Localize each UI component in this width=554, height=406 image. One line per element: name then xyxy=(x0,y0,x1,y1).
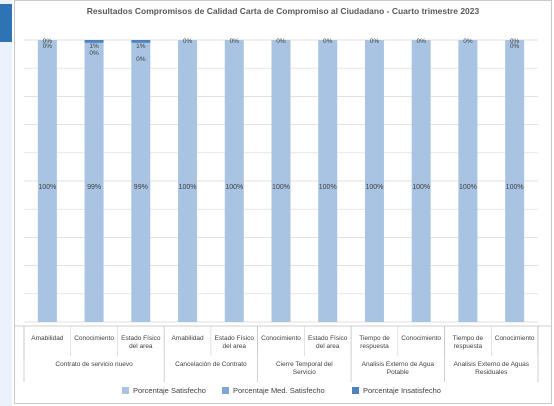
bar-satisfied xyxy=(84,42,104,322)
legend-item-satisfied: Porcentaje Satisfecho xyxy=(122,386,206,395)
legend-swatch-unsatisfied xyxy=(352,387,359,394)
bar-satisfied xyxy=(131,42,151,322)
legend-swatch-satisfied xyxy=(122,387,129,394)
data-label-small: 0% xyxy=(323,38,333,45)
group-label: Cierre Temporal del xyxy=(276,361,333,368)
data-label-small: 0% xyxy=(463,38,473,45)
bar-satisfied xyxy=(318,40,338,322)
left-panel-header xyxy=(0,4,12,42)
data-label-small: 0% xyxy=(136,56,146,63)
category-tick-label: Amabilidad xyxy=(31,335,64,342)
data-label-small: 0% xyxy=(43,38,53,45)
data-label-satisfied: 100% xyxy=(225,184,243,191)
bar-satisfied xyxy=(271,40,291,322)
bar-satisfied xyxy=(411,40,431,322)
legend-label-satisfied: Porcentaje Satisfecho xyxy=(133,386,206,395)
bar-satisfied xyxy=(224,40,244,322)
legend-label-unsatisfied: Porcentaje Insatisfecho xyxy=(363,386,441,395)
data-label-small: 0% xyxy=(510,38,520,45)
data-label-satisfied: 100% xyxy=(179,184,197,191)
data-label-small: 0% xyxy=(510,43,520,50)
category-tick-label: Conocimiento xyxy=(495,335,535,342)
chart-title: Resultados Compromisos de Calidad Carta … xyxy=(86,6,480,16)
category-tick-label: Conocimiento xyxy=(74,335,114,342)
legend-swatch-med-satisfied xyxy=(222,387,229,394)
category-tick-label: del area xyxy=(316,343,340,350)
category-tick-label: respuesta xyxy=(454,343,483,350)
legend-label-med-satisfied: Porcentaje Med. Satisfecho xyxy=(233,386,325,395)
bar-unsatisfied xyxy=(131,40,151,43)
data-label-small: 1% xyxy=(89,43,99,50)
category-tick-label: Estado Físico xyxy=(121,335,161,342)
data-label-small: 0% xyxy=(230,38,240,45)
group-label: Contrato de servicio nuevo xyxy=(55,361,133,368)
bar-unsatisfied xyxy=(84,40,104,43)
category-tick-label: Conocimiento xyxy=(261,335,301,342)
data-label-satisfied: 100% xyxy=(506,184,524,191)
bar-satisfied xyxy=(505,40,525,322)
data-label-satisfied: 100% xyxy=(366,184,384,191)
data-label-satisfied: 100% xyxy=(38,184,56,191)
category-tick-label: Tiempo de xyxy=(453,335,484,342)
data-label-small: 0% xyxy=(276,38,286,45)
legend-item-med-satisfied: Porcentaje Med. Satisfecho xyxy=(222,386,325,395)
category-tick-label: Estado Físico xyxy=(308,335,348,342)
group-label: Analisis Externo de Agua xyxy=(362,361,435,368)
category-tick-label: Conocimiento xyxy=(401,335,441,342)
data-label-small: 0% xyxy=(416,38,426,45)
category-tick-label: del area xyxy=(223,343,247,350)
category-tick-label: Tiempo de xyxy=(359,335,390,342)
group-label: Potable xyxy=(387,369,409,376)
data-label-small: 1% xyxy=(136,43,146,50)
category-tick-label: del area xyxy=(129,343,153,350)
bar-satisfied xyxy=(458,40,478,322)
data-label-satisfied: 100% xyxy=(459,184,477,191)
bar-satisfied xyxy=(178,40,198,322)
data-label-small: 0% xyxy=(370,38,380,45)
group-label: Servicio xyxy=(293,369,317,376)
group-label: Analisis Externo de Aguas xyxy=(454,361,530,368)
data-label-satisfied: 100% xyxy=(319,184,337,191)
category-tick-label: respuesta xyxy=(360,343,389,350)
category-tick-label: Amabilidad xyxy=(171,335,204,342)
data-label-small: 0% xyxy=(183,38,193,45)
data-label-small: 0% xyxy=(43,43,53,50)
data-label-satisfied: 99% xyxy=(134,184,148,191)
data-label-small: 0% xyxy=(89,50,99,57)
group-label: Cancelación de Contrato xyxy=(175,361,247,368)
left-panel-strip xyxy=(0,0,12,406)
bar-satisfied xyxy=(364,40,384,322)
group-label: Residuales xyxy=(475,369,508,376)
legend-item-unsatisfied: Porcentaje Insatisfecho xyxy=(352,386,441,395)
category-tick-label: Estado Físico xyxy=(215,335,255,342)
data-label-satisfied: 100% xyxy=(412,184,430,191)
data-label-satisfied: 100% xyxy=(272,184,290,191)
bar-satisfied xyxy=(37,40,57,322)
data-label-satisfied: 99% xyxy=(87,184,101,191)
